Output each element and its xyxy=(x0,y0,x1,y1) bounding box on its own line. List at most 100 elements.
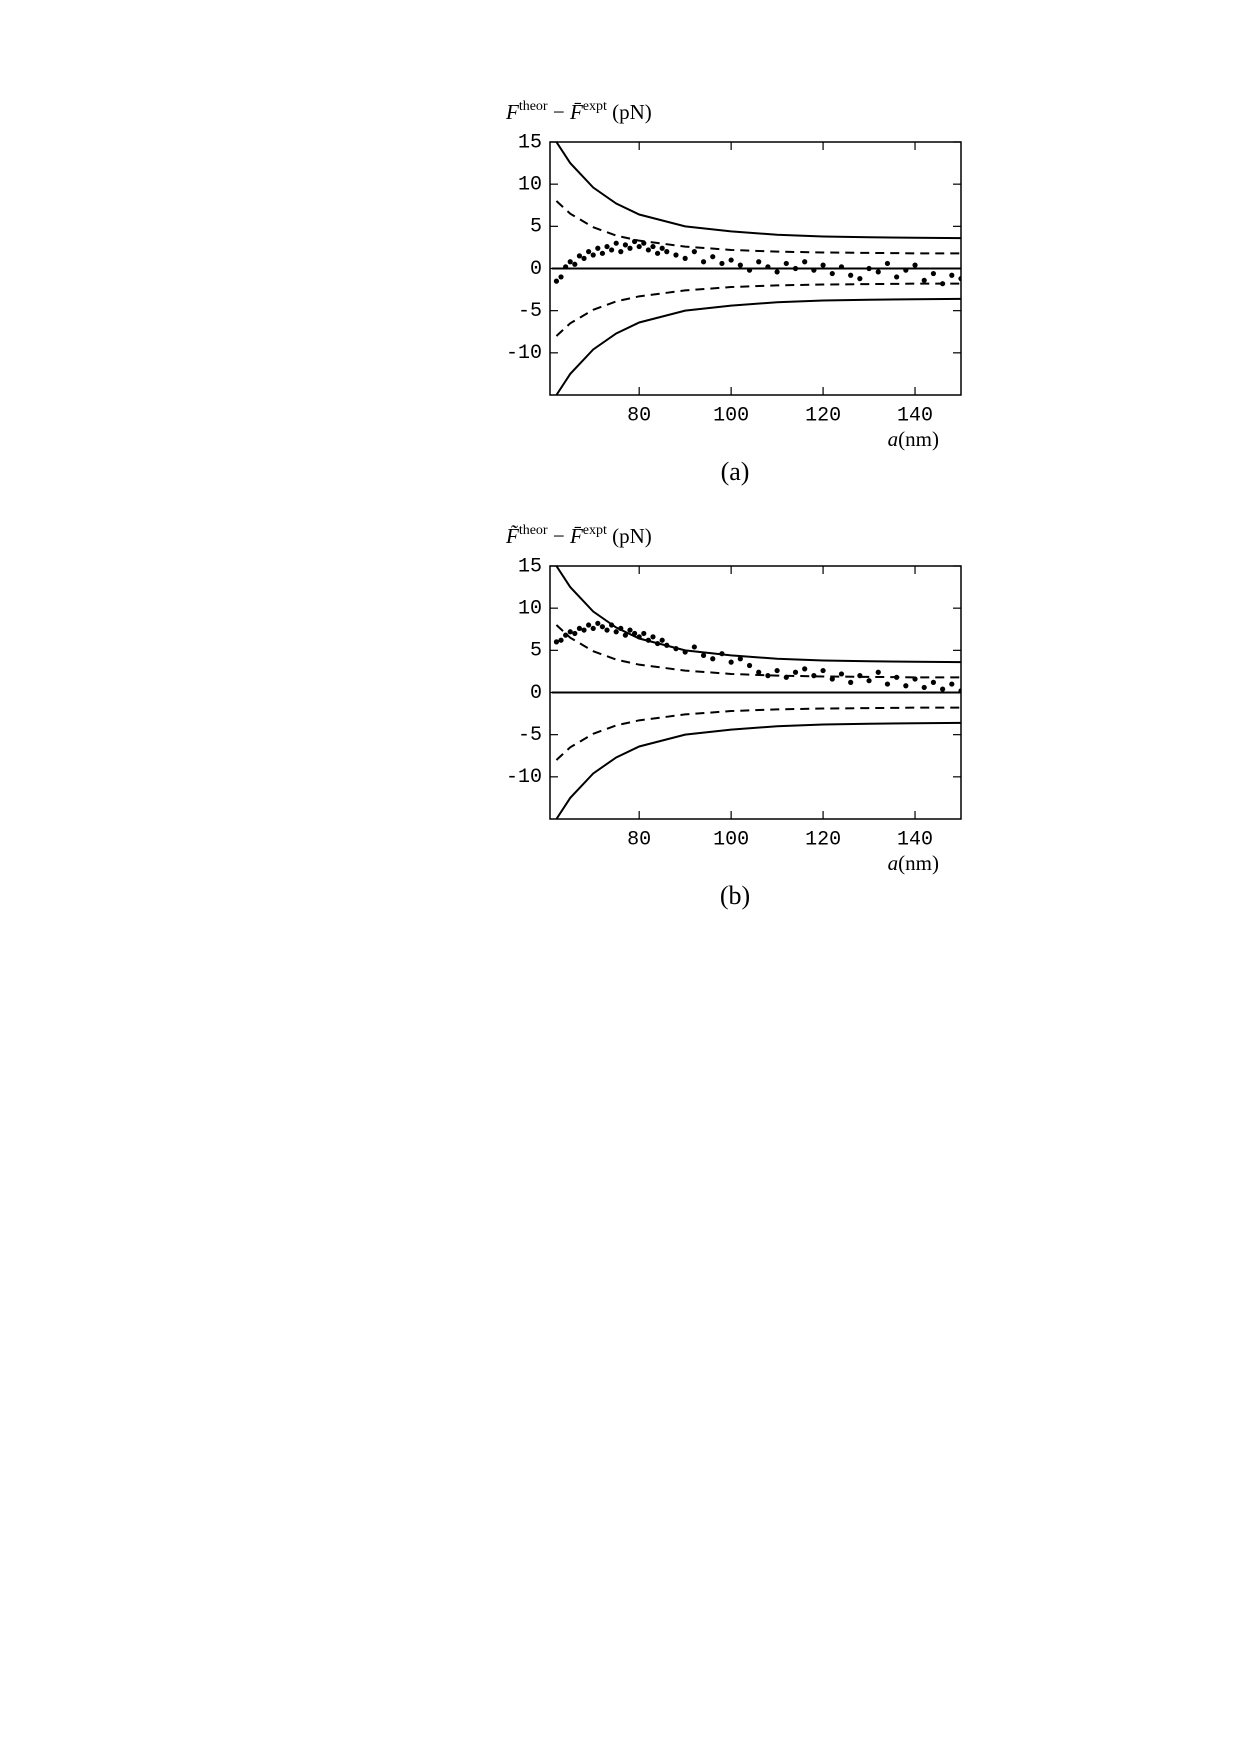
x-tick-label: 100 xyxy=(713,404,749,427)
data-point xyxy=(604,627,610,633)
data-point xyxy=(673,646,679,652)
data-point xyxy=(765,673,771,679)
data-point xyxy=(599,250,606,256)
data-point xyxy=(737,656,743,662)
data-point xyxy=(719,260,725,267)
data-point xyxy=(820,262,826,268)
data-point xyxy=(921,684,927,691)
data-point xyxy=(627,627,633,633)
data-point xyxy=(636,634,642,640)
data-point xyxy=(792,669,799,675)
data-point xyxy=(627,245,633,251)
data-point xyxy=(857,673,863,679)
data-point xyxy=(622,242,628,248)
data-point xyxy=(682,255,688,261)
data-point xyxy=(586,249,592,255)
data-point xyxy=(949,272,955,278)
data-point xyxy=(811,267,817,273)
curve xyxy=(555,200,961,255)
data-point xyxy=(838,671,845,677)
data-point xyxy=(563,264,569,270)
data-point xyxy=(894,674,900,680)
data-point xyxy=(586,622,592,628)
data-point xyxy=(746,267,753,273)
data-point xyxy=(792,265,799,272)
data-point xyxy=(700,652,707,658)
data-point xyxy=(576,253,583,259)
axis-label: Ftheor − F̄expt (pN) xyxy=(505,99,652,124)
x-tick-label: 140 xyxy=(897,828,933,851)
data-point xyxy=(659,637,665,643)
data-point xyxy=(719,651,725,657)
data-point xyxy=(659,245,665,251)
data-point xyxy=(604,243,610,250)
data-point xyxy=(599,624,606,630)
label-part: expt xyxy=(583,99,607,114)
y-tick-label: -5 xyxy=(518,724,542,747)
label-part: a xyxy=(888,851,899,875)
label-part: (pN) xyxy=(607,524,652,548)
data-point xyxy=(558,637,564,643)
data-point xyxy=(848,272,854,278)
plot-area xyxy=(551,566,961,819)
data-point xyxy=(691,249,697,255)
x-tick-label: 80 xyxy=(627,404,651,427)
curve xyxy=(555,142,961,240)
label-part: − xyxy=(548,100,570,124)
data-point xyxy=(572,630,578,637)
data-point xyxy=(774,269,780,275)
data-point xyxy=(829,676,835,682)
label-part: F xyxy=(505,100,519,124)
axis-label: F̃theor − F̄expt (pN) xyxy=(505,523,652,548)
data-point xyxy=(857,276,863,282)
data-point xyxy=(581,627,587,633)
x-tick-label: 140 xyxy=(897,404,933,427)
data-point xyxy=(912,262,918,268)
data-point xyxy=(903,267,909,273)
data-point xyxy=(829,270,835,277)
label-part: F̄ xyxy=(569,524,583,548)
data-point xyxy=(838,264,845,270)
data-point xyxy=(802,259,808,265)
label-part: theor xyxy=(519,99,548,114)
data-point xyxy=(553,639,560,645)
data-point xyxy=(664,249,670,255)
data-point xyxy=(576,625,583,632)
data-point xyxy=(609,247,615,253)
label-part: F̄ xyxy=(569,100,583,124)
data-point xyxy=(645,247,651,253)
data-point xyxy=(618,625,624,632)
data-point xyxy=(673,252,679,258)
y-tick-label: 5 xyxy=(530,640,542,663)
data-point xyxy=(848,679,854,685)
data-point xyxy=(940,686,946,692)
label-part: expt xyxy=(583,523,607,538)
curve xyxy=(555,706,961,761)
data-point xyxy=(650,243,656,250)
data-point xyxy=(631,630,638,637)
data-point xyxy=(645,637,651,643)
data-point xyxy=(875,269,881,275)
data-point xyxy=(811,673,817,679)
data-point xyxy=(558,274,564,280)
data-point xyxy=(783,674,789,680)
data-point xyxy=(654,250,661,256)
data-point xyxy=(563,632,569,638)
label-part: (pN) xyxy=(607,100,652,124)
curve xyxy=(555,624,961,679)
data-point xyxy=(595,245,601,251)
data-point xyxy=(654,640,661,647)
data-point xyxy=(894,274,900,280)
label-part: theor xyxy=(519,523,548,538)
label-part: a xyxy=(888,427,899,451)
y-tick-label: -10 xyxy=(506,342,542,365)
plot-area xyxy=(551,142,961,395)
data-point xyxy=(783,260,789,267)
label-part: (nm) xyxy=(898,427,939,451)
curve xyxy=(555,282,961,337)
data-point xyxy=(875,669,881,675)
data-point xyxy=(641,240,647,246)
data-point xyxy=(691,644,697,650)
data-point xyxy=(581,255,587,261)
data-point xyxy=(613,629,619,635)
